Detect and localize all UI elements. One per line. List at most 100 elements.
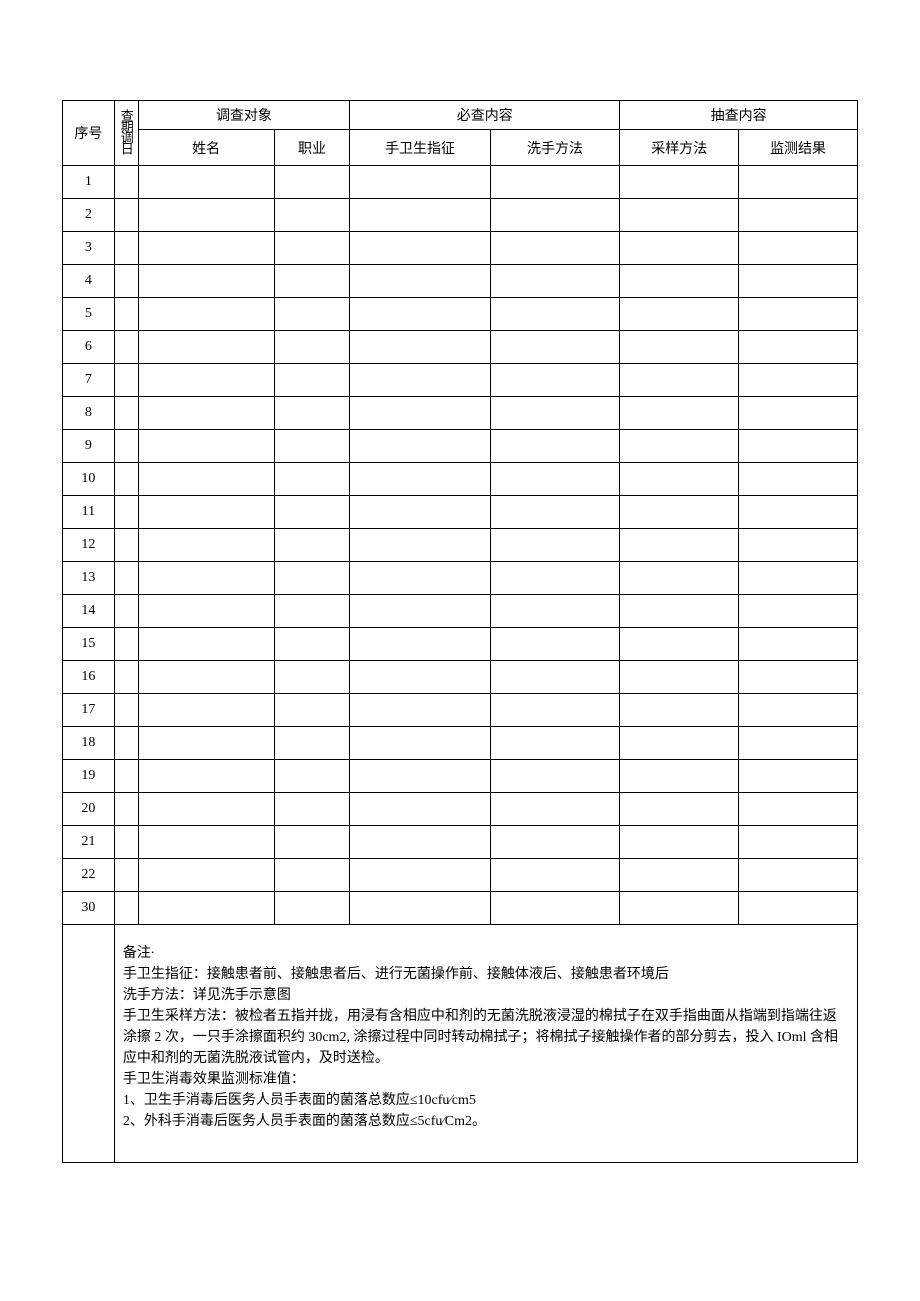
cell-empty xyxy=(274,760,350,793)
cell-empty xyxy=(490,859,620,892)
inspection-table: 序号 查期调日 调查对象 必查内容 抽查内容 姓名 职业 手卫生指征 洗手方法 … xyxy=(62,100,858,1163)
cell-empty xyxy=(138,529,274,562)
cell-empty xyxy=(350,661,490,694)
notes-title: 备注∙ xyxy=(123,943,849,964)
cell-empty xyxy=(739,892,858,925)
cell-empty xyxy=(138,892,274,925)
header-subject-group: 调查对象 xyxy=(138,101,350,130)
cell-empty xyxy=(620,859,739,892)
cell-seq: 2 xyxy=(63,199,115,232)
cell-empty xyxy=(114,892,138,925)
table-row: 20 xyxy=(63,793,858,826)
header-row-1: 序号 查期调日 调查对象 必查内容 抽查内容 xyxy=(63,101,858,130)
cell-empty xyxy=(114,397,138,430)
cell-empty xyxy=(138,232,274,265)
cell-empty xyxy=(620,166,739,199)
cell-empty xyxy=(490,760,620,793)
cell-empty xyxy=(350,298,490,331)
cell-empty xyxy=(274,364,350,397)
cell-empty xyxy=(350,199,490,232)
cell-empty xyxy=(114,826,138,859)
cell-empty xyxy=(490,298,620,331)
cell-empty xyxy=(490,562,620,595)
table-row: 14 xyxy=(63,595,858,628)
table-row: 3 xyxy=(63,232,858,265)
cell-empty xyxy=(274,463,350,496)
cell-empty xyxy=(350,265,490,298)
cell-seq: 3 xyxy=(63,232,115,265)
cell-empty xyxy=(620,232,739,265)
cell-empty xyxy=(114,496,138,529)
notes-line5: 1、卫生手消毒后医务人员手表面的菌落总数应≤10cfu∕cm5 xyxy=(123,1090,849,1111)
cell-empty xyxy=(350,628,490,661)
cell-empty xyxy=(114,793,138,826)
cell-empty xyxy=(274,595,350,628)
cell-empty xyxy=(138,628,274,661)
cell-empty xyxy=(620,727,739,760)
cell-empty xyxy=(114,331,138,364)
cell-empty xyxy=(620,199,739,232)
cell-empty xyxy=(274,199,350,232)
cell-empty xyxy=(114,166,138,199)
cell-empty xyxy=(350,529,490,562)
cell-empty xyxy=(490,793,620,826)
cell-empty xyxy=(138,463,274,496)
cell-empty xyxy=(138,859,274,892)
cell-empty xyxy=(274,562,350,595)
cell-empty xyxy=(620,628,739,661)
header-spot-group: 抽查内容 xyxy=(620,101,858,130)
notes-row: 备注∙ 手卫生指征：接触患者前、接触患者后、进行无菌操作前、接触体液后、接触患者… xyxy=(63,925,858,1163)
cell-empty xyxy=(138,364,274,397)
cell-seq: 8 xyxy=(63,397,115,430)
cell-empty xyxy=(274,496,350,529)
cell-empty xyxy=(138,562,274,595)
cell-empty xyxy=(739,331,858,364)
cell-empty xyxy=(620,826,739,859)
cell-empty xyxy=(274,298,350,331)
table-body: 1234567891011121314151617181920212230 xyxy=(63,166,858,925)
table-row: 8 xyxy=(63,397,858,430)
cell-empty xyxy=(739,496,858,529)
cell-seq: 14 xyxy=(63,595,115,628)
cell-seq: 6 xyxy=(63,331,115,364)
cell-empty xyxy=(350,760,490,793)
cell-seq: 7 xyxy=(63,364,115,397)
cell-empty xyxy=(138,793,274,826)
cell-empty xyxy=(350,595,490,628)
cell-seq: 1 xyxy=(63,166,115,199)
cell-empty xyxy=(490,397,620,430)
cell-empty xyxy=(138,331,274,364)
table-row: 11 xyxy=(63,496,858,529)
cell-empty xyxy=(114,265,138,298)
cell-seq: 21 xyxy=(63,826,115,859)
cell-seq: 13 xyxy=(63,562,115,595)
cell-empty xyxy=(114,628,138,661)
table-row: 10 xyxy=(63,463,858,496)
cell-seq: 16 xyxy=(63,661,115,694)
cell-empty xyxy=(350,166,490,199)
cell-empty xyxy=(114,595,138,628)
cell-seq: 12 xyxy=(63,529,115,562)
cell-empty xyxy=(739,661,858,694)
header-date: 查期调日 xyxy=(114,101,138,166)
cell-empty xyxy=(739,694,858,727)
cell-empty xyxy=(620,562,739,595)
cell-empty xyxy=(620,694,739,727)
cell-empty xyxy=(620,793,739,826)
cell-empty xyxy=(350,727,490,760)
cell-empty xyxy=(490,661,620,694)
cell-empty xyxy=(114,760,138,793)
cell-empty xyxy=(138,760,274,793)
header-indication: 手卫生指征 xyxy=(350,130,490,166)
header-result: 监测结果 xyxy=(739,130,858,166)
table-row: 5 xyxy=(63,298,858,331)
table-row: 30 xyxy=(63,892,858,925)
header-name: 姓名 xyxy=(138,130,274,166)
cell-empty xyxy=(490,331,620,364)
cell-empty xyxy=(490,463,620,496)
cell-empty xyxy=(138,694,274,727)
table-row: 6 xyxy=(63,331,858,364)
cell-empty xyxy=(274,793,350,826)
cell-empty xyxy=(739,430,858,463)
cell-empty xyxy=(350,793,490,826)
